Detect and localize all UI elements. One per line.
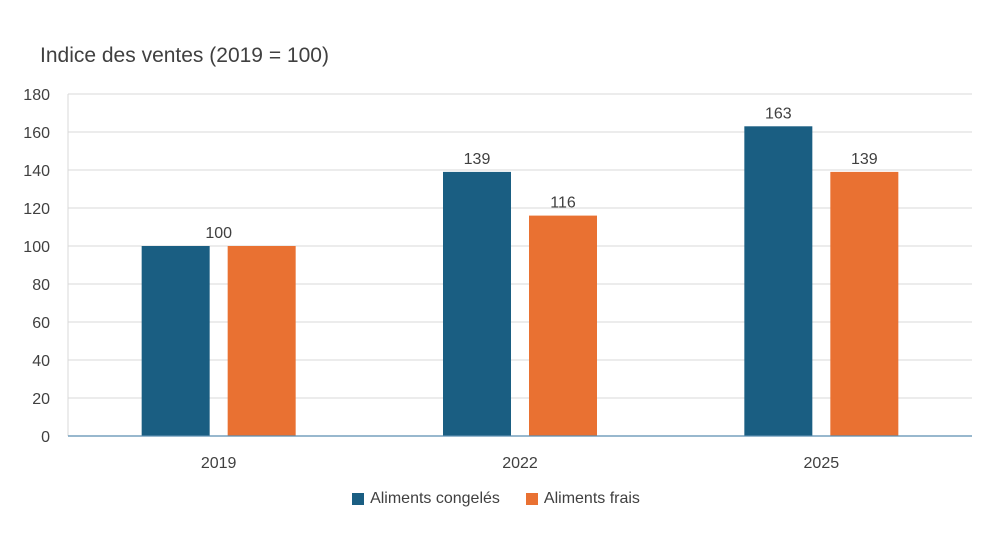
legend-label-frais: Aliments frais <box>543 490 640 507</box>
data-label: 139 <box>851 151 878 168</box>
chart-title: Indice des ventes (2019 = 100) <box>40 44 329 67</box>
bar <box>830 171 899 436</box>
y-tick-label: 20 <box>32 391 50 408</box>
axes <box>67 94 972 437</box>
bar <box>227 246 296 436</box>
bar <box>744 126 813 437</box>
data-label: 163 <box>765 105 792 122</box>
data-label: 139 <box>464 151 491 168</box>
y-axis-ticks: 0 20 40 60 80 100 120 140 160 180 <box>23 87 50 446</box>
y-tick-label: 180 <box>23 87 50 104</box>
bar <box>443 171 511 436</box>
legend-label-congeles: Aliments congelés <box>370 490 500 507</box>
legend-item-congeles: Aliments congelés <box>352 490 500 508</box>
data-label: 100 <box>205 225 232 242</box>
y-tick-label: 60 <box>32 315 50 332</box>
gridlines <box>68 93 972 399</box>
legend-item-frais: Aliments frais <box>525 490 640 508</box>
y-tick-label: 40 <box>32 353 50 370</box>
y-tick-label: 160 <box>23 125 50 142</box>
data-labels: 100 139 116 163 139 <box>205 105 877 242</box>
x-tick-label: 2019 <box>201 455 237 472</box>
legend: Aliments congelés Aliments frais <box>0 490 992 508</box>
legend-swatch-congeles <box>352 493 365 505</box>
x-tick-label: 2022 <box>502 455 538 472</box>
y-tick-label: 80 <box>32 277 50 294</box>
y-tick-label: 0 <box>41 429 50 446</box>
y-tick-label: 140 <box>23 163 50 180</box>
y-tick-label: 120 <box>23 201 50 218</box>
legend-swatch-frais <box>525 493 538 505</box>
y-tick-label: 100 <box>23 239 50 256</box>
data-label: 116 <box>550 195 576 212</box>
x-axis-ticks: 2019 2022 2025 <box>201 455 839 472</box>
bars <box>141 126 899 437</box>
x-tick-label: 2025 <box>804 455 840 472</box>
bar <box>141 246 210 436</box>
bar <box>529 215 597 436</box>
